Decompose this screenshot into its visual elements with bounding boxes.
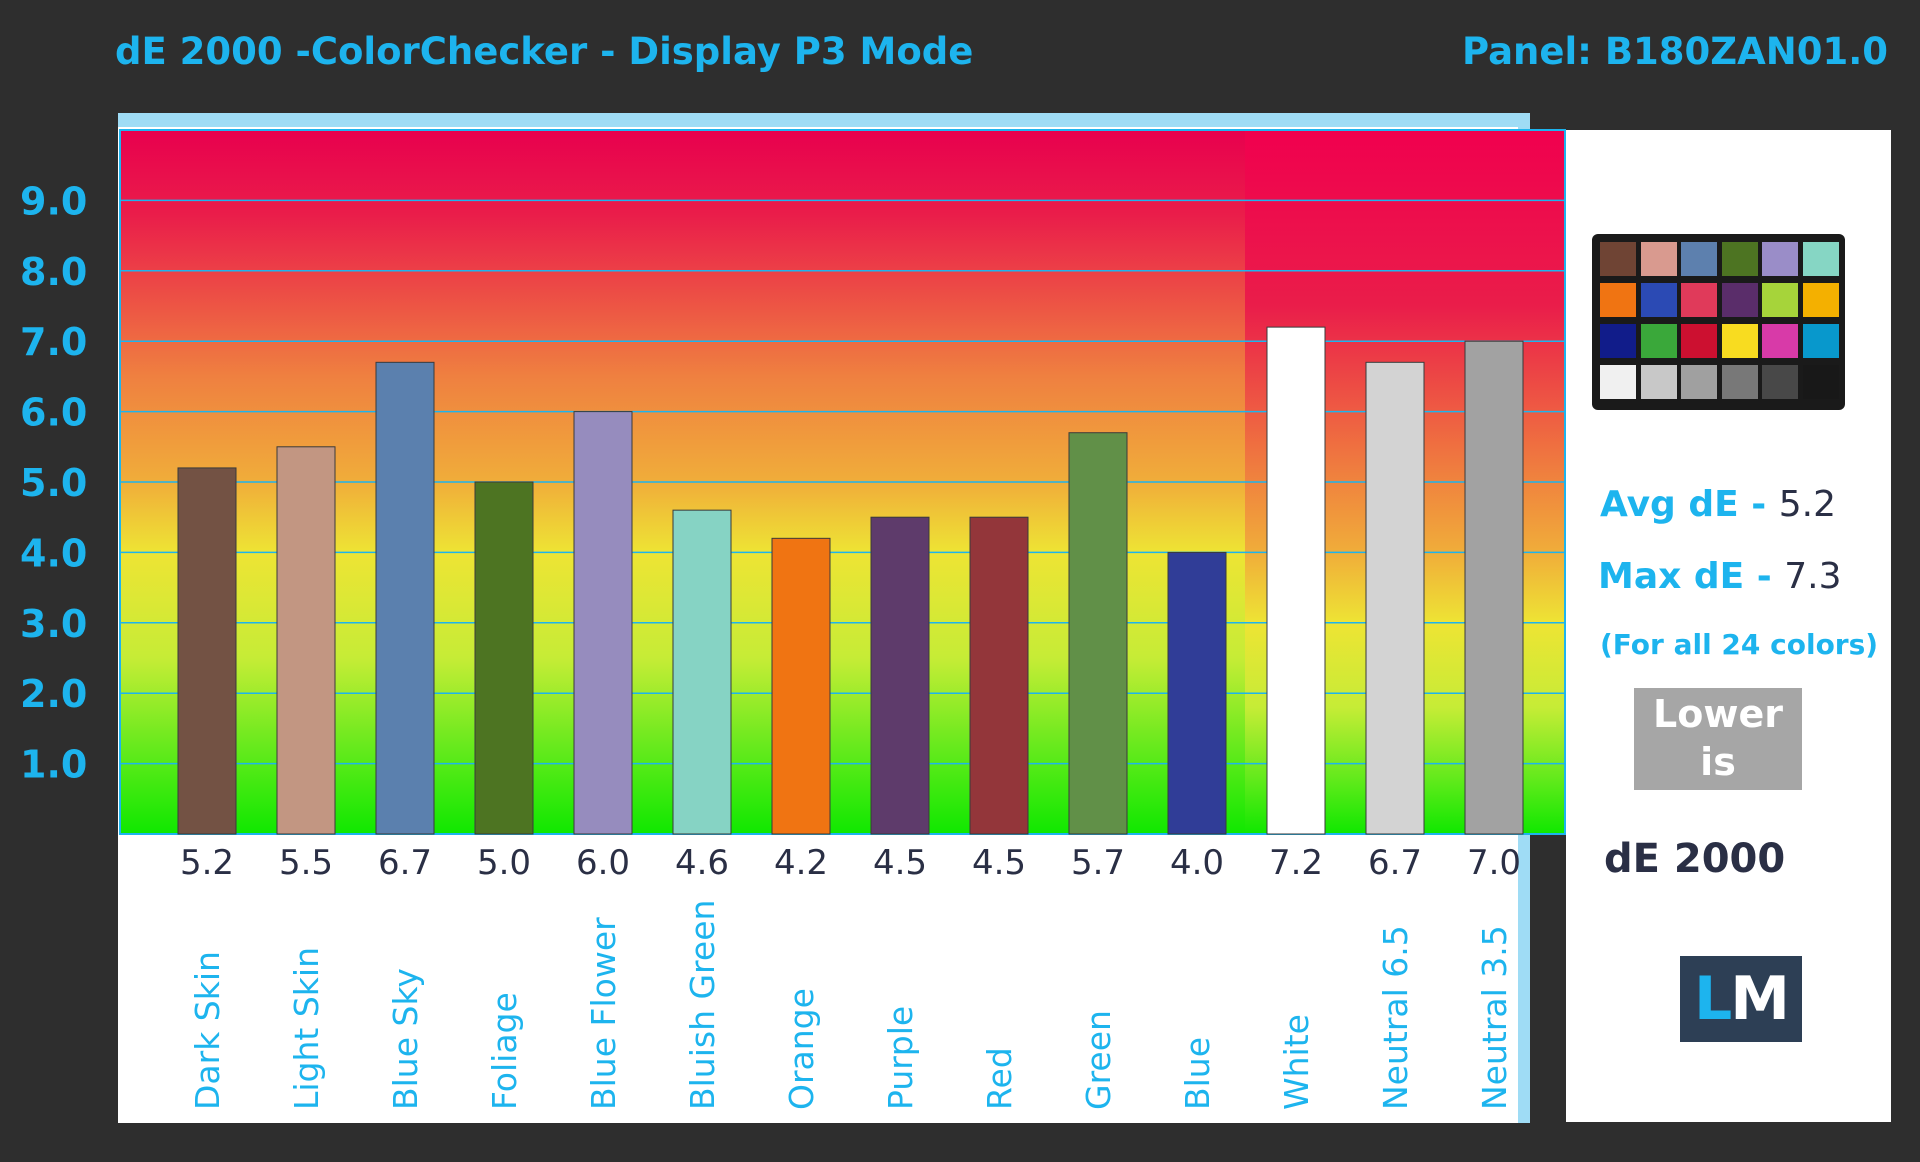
category-label: Green [1079, 1010, 1118, 1110]
y-tick-label: 5.0 [20, 461, 87, 505]
color-patch [1681, 365, 1717, 399]
panel-label: Panel: B180ZAN01.0 [1461, 30, 1888, 73]
y-tick-label: 2.0 [20, 672, 87, 716]
avg-de: Avg dE - 5.2 [1600, 484, 1836, 525]
color-patch [1721, 324, 1758, 358]
logo-letter-m: M [1730, 964, 1790, 1034]
max-de-label: Max dE - [1598, 556, 1785, 597]
category-label: Orange [782, 988, 821, 1110]
lower-is-better-badge: Lower is better [1634, 688, 1802, 832]
bar [870, 516, 930, 835]
plot-border [119, 129, 1566, 835]
y-tick-label: 6.0 [20, 391, 87, 435]
color-patch [1640, 242, 1677, 276]
value-label: 4.2 [774, 843, 828, 883]
color-patch [1762, 283, 1798, 317]
color-patch [1640, 324, 1677, 358]
bar [1464, 340, 1524, 835]
value-label: 6.7 [1368, 843, 1422, 883]
bar [771, 537, 831, 835]
bar [177, 467, 237, 835]
color-patch [1762, 365, 1798, 399]
value-label: 4.6 [675, 843, 729, 883]
y-tick-label: 8.0 [20, 250, 87, 294]
bar [573, 411, 633, 835]
value-label: 5.0 [477, 843, 531, 883]
color-patch [1681, 324, 1717, 358]
bar [672, 509, 732, 835]
color-patch [1762, 242, 1798, 276]
lm-logo: LM [1680, 956, 1802, 1042]
category-label: Red [980, 1047, 1019, 1110]
max-de-value: 7.3 [1784, 556, 1842, 597]
bar [276, 446, 336, 835]
category-label: Purple [881, 1006, 920, 1110]
colorchecker-icon [1592, 234, 1845, 410]
color-patch [1600, 365, 1636, 399]
color-patch [1600, 242, 1636, 276]
category-label: Blue Flower [584, 917, 623, 1110]
value-label: 7.0 [1467, 843, 1521, 883]
color-patch [1802, 365, 1839, 399]
lower-line-1: Lower is [1653, 692, 1783, 784]
category-label: White [1277, 1014, 1316, 1110]
color-patch [1721, 365, 1758, 399]
value-label: 5.7 [1071, 843, 1125, 883]
y-tick-labels: 1.0 2.0 3.0 4.0 5.0 6.0 7.0 8.0 9.0 [20, 179, 87, 786]
value-label: 6.0 [576, 843, 630, 883]
y-tick-label: 9.0 [20, 179, 87, 223]
color-patch [1721, 242, 1758, 276]
value-labels: 5.2 5.5 6.7 5.0 6.0 4.6 4.2 4.5 4.5 5.7 4.0 7.2 6.7 7… [180, 843, 1521, 883]
category-label: Light Skin [287, 947, 326, 1110]
logo-letter-l: L [1694, 964, 1732, 1034]
bar [1266, 326, 1326, 835]
color-patch [1802, 242, 1839, 276]
value-label: 4.5 [972, 843, 1026, 883]
avg-de-value: 5.2 [1778, 484, 1836, 525]
category-label: Blue Sky [386, 968, 425, 1110]
note-all-colors: (For all 24 colors) [1600, 628, 1879, 661]
color-patch [1681, 242, 1717, 276]
color-patch [1600, 283, 1636, 317]
category-label: Blue [1178, 1037, 1217, 1110]
bar [1167, 551, 1227, 835]
color-patch [1600, 324, 1636, 358]
category-labels: Dark Skin Light Skin Blue Sky Foliage Blue F… [188, 900, 1514, 1110]
value-label: 5.5 [279, 843, 333, 883]
y-tick-label: 3.0 [20, 602, 87, 646]
bars [177, 326, 1524, 835]
max-de: Max dE - 7.3 [1598, 556, 1842, 597]
bar [1068, 432, 1128, 835]
y-tick-label: 4.0 [20, 531, 87, 575]
color-patch [1802, 283, 1839, 317]
bar [1365, 361, 1425, 835]
value-label: 7.2 [1269, 843, 1323, 883]
bar [969, 516, 1029, 835]
category-label: Neutral 6.5 [1376, 925, 1415, 1110]
y-tick-label: 7.0 [20, 320, 87, 364]
avg-de-label: Avg dE - [1600, 484, 1779, 525]
value-label: 5.2 [180, 843, 234, 883]
chart-title: dE 2000 -ColorChecker - Display P3 Mode [115, 30, 974, 73]
value-label: 4.5 [873, 843, 927, 883]
bar [375, 361, 435, 835]
category-label: Neutral 3.5 [1475, 925, 1514, 1110]
color-patch [1721, 283, 1758, 317]
bar [474, 481, 534, 835]
color-patch [1681, 283, 1717, 317]
color-patch [1802, 324, 1839, 358]
y-tick-label: 1.0 [20, 743, 87, 787]
category-label: Bluish Green [683, 900, 722, 1110]
value-label: 4.0 [1170, 843, 1224, 883]
value-label: 6.7 [378, 843, 432, 883]
color-patch [1640, 365, 1677, 399]
color-patch [1640, 283, 1677, 317]
category-label: Dark Skin [188, 951, 227, 1110]
lower-line-2: better [1651, 788, 1785, 832]
de-2000-label: dE 2000 [1604, 836, 1786, 882]
color-patch [1762, 324, 1798, 358]
category-label: Foliage [485, 992, 524, 1110]
